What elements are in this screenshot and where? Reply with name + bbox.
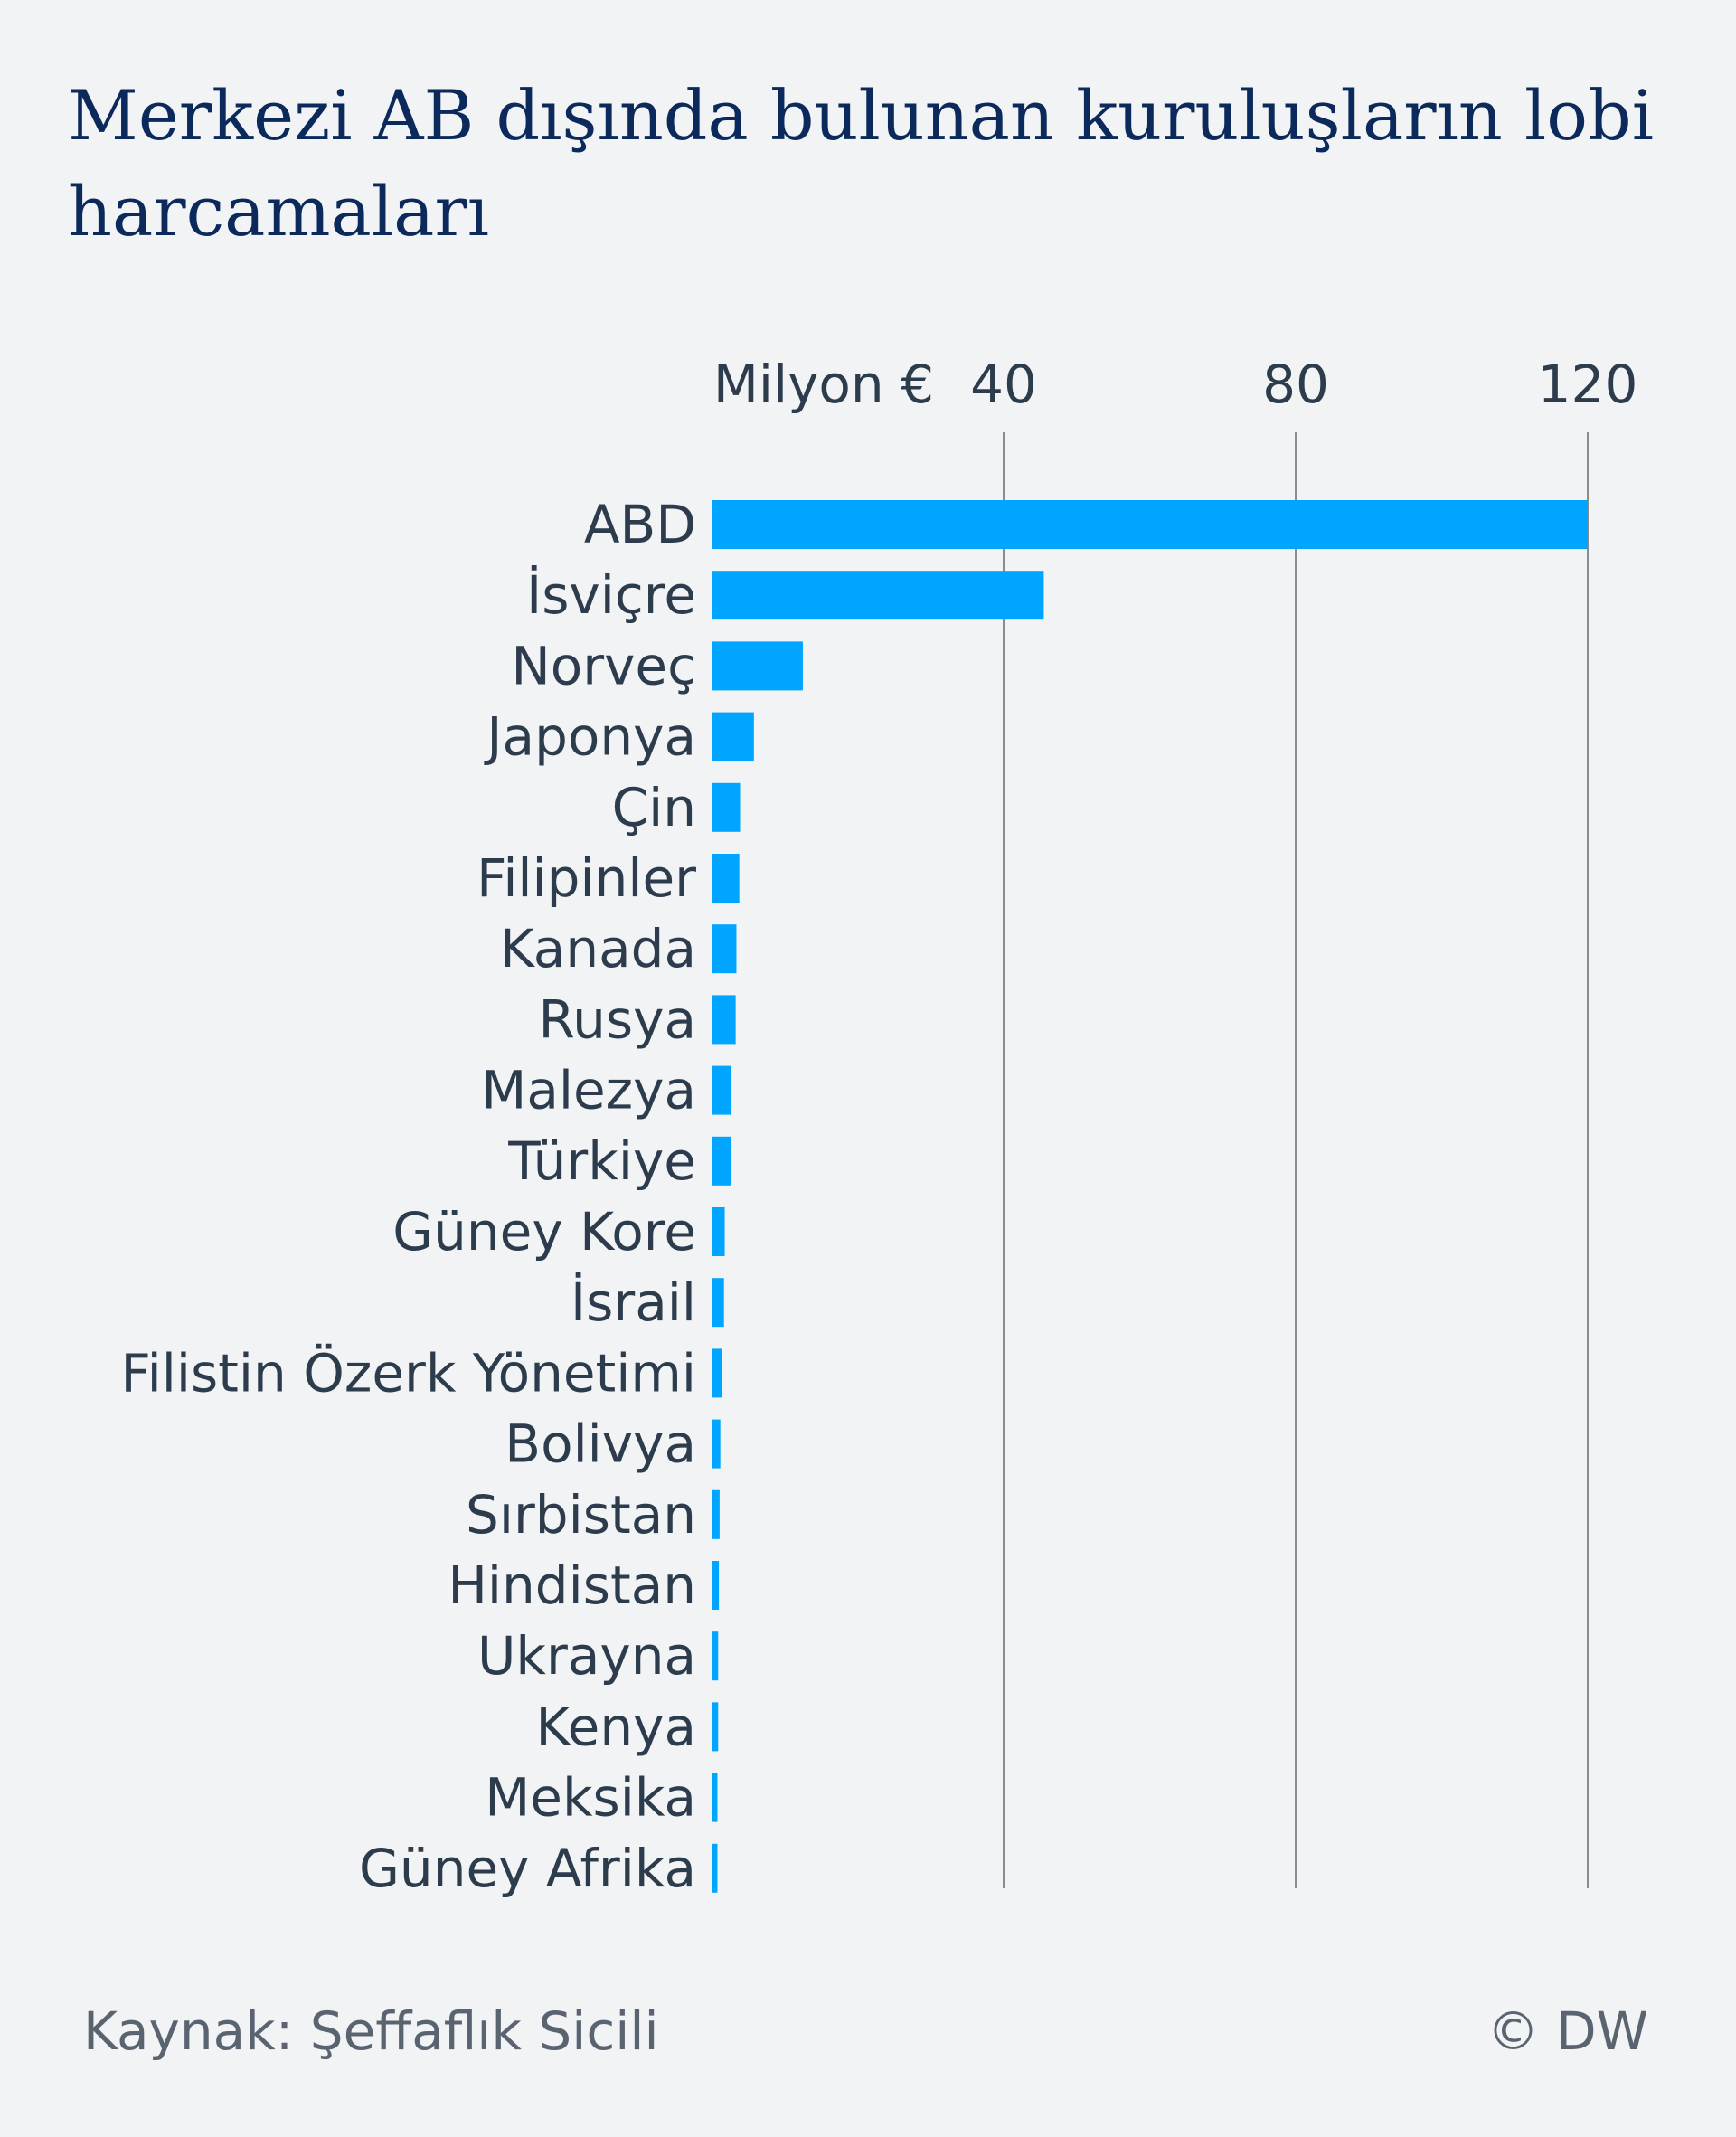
category-label-11: İsrail — [571, 1272, 696, 1333]
bar-0 — [712, 500, 1588, 549]
category-label-13: Bolivya — [505, 1414, 696, 1475]
bar-18 — [712, 1773, 718, 1822]
bar-14 — [712, 1489, 720, 1539]
category-label-5: Filipinler — [476, 847, 696, 909]
bar-7 — [712, 995, 736, 1045]
category-label-19: Güney Afrika — [359, 1838, 696, 1899]
category-label-4: Çin — [612, 777, 696, 838]
bar-8 — [712, 1065, 731, 1115]
category-label-17: Kenya — [536, 1696, 696, 1757]
tick-label-40: 40 — [970, 354, 1037, 415]
bar-4 — [712, 782, 741, 832]
bar-3 — [712, 712, 754, 761]
category-label-9: Türkiye — [507, 1130, 696, 1192]
bar-12 — [712, 1348, 722, 1398]
bar-2 — [712, 641, 803, 691]
source-note: Kaynak: Şeffaflık Sicili — [83, 2000, 659, 2062]
category-labels: ABD İsviçre Norveç Japonya Çin Filipinler Kana… — [120, 494, 696, 1899]
bar-13 — [712, 1419, 721, 1469]
tick-label-80: 80 — [1262, 354, 1329, 415]
category-label-16: Ukrayna — [477, 1625, 696, 1687]
bar-10 — [712, 1207, 725, 1256]
chart-title: Merkezi AB dışında bulunan kuruluşların … — [68, 75, 1655, 251]
bar-6 — [712, 924, 737, 974]
category-label-0: ABD — [584, 494, 696, 555]
category-label-15: Hindistan — [448, 1555, 696, 1616]
bar-9 — [712, 1136, 731, 1186]
category-label-18: Meksika — [485, 1767, 696, 1829]
bar-5 — [712, 854, 740, 903]
gridlines — [1003, 432, 1589, 1888]
unit-label: Milyon € — [713, 354, 934, 415]
bars — [712, 500, 1588, 1893]
category-label-2: Norveç — [511, 635, 696, 696]
tick-label-120: 120 — [1538, 354, 1638, 415]
bar-16 — [712, 1631, 719, 1681]
credit: © DW — [1486, 2000, 1648, 2062]
category-label-12: Filistin Özerk Yönetimi — [120, 1342, 696, 1404]
bar-19 — [712, 1843, 718, 1893]
category-label-14: Sırbistan — [466, 1484, 696, 1546]
category-label-8: Malezya — [481, 1060, 696, 1121]
category-label-1: İsviçre — [526, 564, 696, 626]
x-axis-ticks: Milyon € 40 80 120 — [713, 354, 1638, 415]
category-label-6: Kanada — [500, 918, 696, 979]
bar-11 — [712, 1278, 724, 1328]
bar-17 — [712, 1702, 719, 1752]
bar-1 — [712, 571, 1044, 620]
category-label-10: Güney Kore — [392, 1201, 696, 1262]
category-label-7: Rusya — [538, 988, 696, 1050]
bar-15 — [712, 1561, 720, 1610]
category-label-3: Japonya — [484, 706, 696, 768]
